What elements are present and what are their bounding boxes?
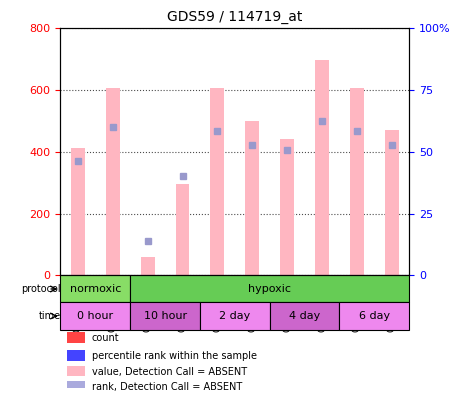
- Text: 0 hour: 0 hour: [77, 311, 113, 321]
- Title: GDS59 / 114719_at: GDS59 / 114719_at: [167, 10, 303, 24]
- Text: protocol: protocol: [21, 284, 61, 294]
- Bar: [315, 60, 329, 276]
- Bar: [175, 184, 189, 276]
- FancyBboxPatch shape: [200, 303, 270, 329]
- Bar: [67, 381, 85, 392]
- Text: rank, Detection Call = ABSENT: rank, Detection Call = ABSENT: [92, 382, 242, 392]
- Bar: [385, 130, 399, 276]
- FancyBboxPatch shape: [339, 303, 409, 329]
- Bar: [67, 350, 85, 360]
- Text: 10 hour: 10 hour: [144, 311, 186, 321]
- Text: count: count: [92, 333, 120, 343]
- Text: percentile rank within the sample: percentile rank within the sample: [92, 351, 257, 361]
- Text: normoxic: normoxic: [70, 284, 121, 294]
- Bar: [246, 121, 259, 276]
- Text: 2 day: 2 day: [219, 311, 251, 321]
- Text: hypoxic: hypoxic: [248, 284, 291, 294]
- Text: 4 day: 4 day: [289, 311, 320, 321]
- Bar: [280, 139, 294, 276]
- FancyBboxPatch shape: [60, 303, 130, 329]
- Text: value, Detection Call = ABSENT: value, Detection Call = ABSENT: [92, 367, 247, 377]
- Bar: [106, 88, 120, 276]
- Bar: [350, 88, 364, 276]
- Bar: [67, 333, 85, 343]
- FancyBboxPatch shape: [130, 303, 200, 329]
- Bar: [210, 88, 225, 276]
- Text: 6 day: 6 day: [359, 311, 390, 321]
- FancyBboxPatch shape: [130, 276, 409, 303]
- Bar: [140, 257, 154, 276]
- Bar: [67, 366, 85, 376]
- Bar: [71, 148, 85, 276]
- Text: time: time: [39, 311, 61, 321]
- FancyBboxPatch shape: [270, 303, 339, 329]
- FancyBboxPatch shape: [60, 276, 130, 303]
